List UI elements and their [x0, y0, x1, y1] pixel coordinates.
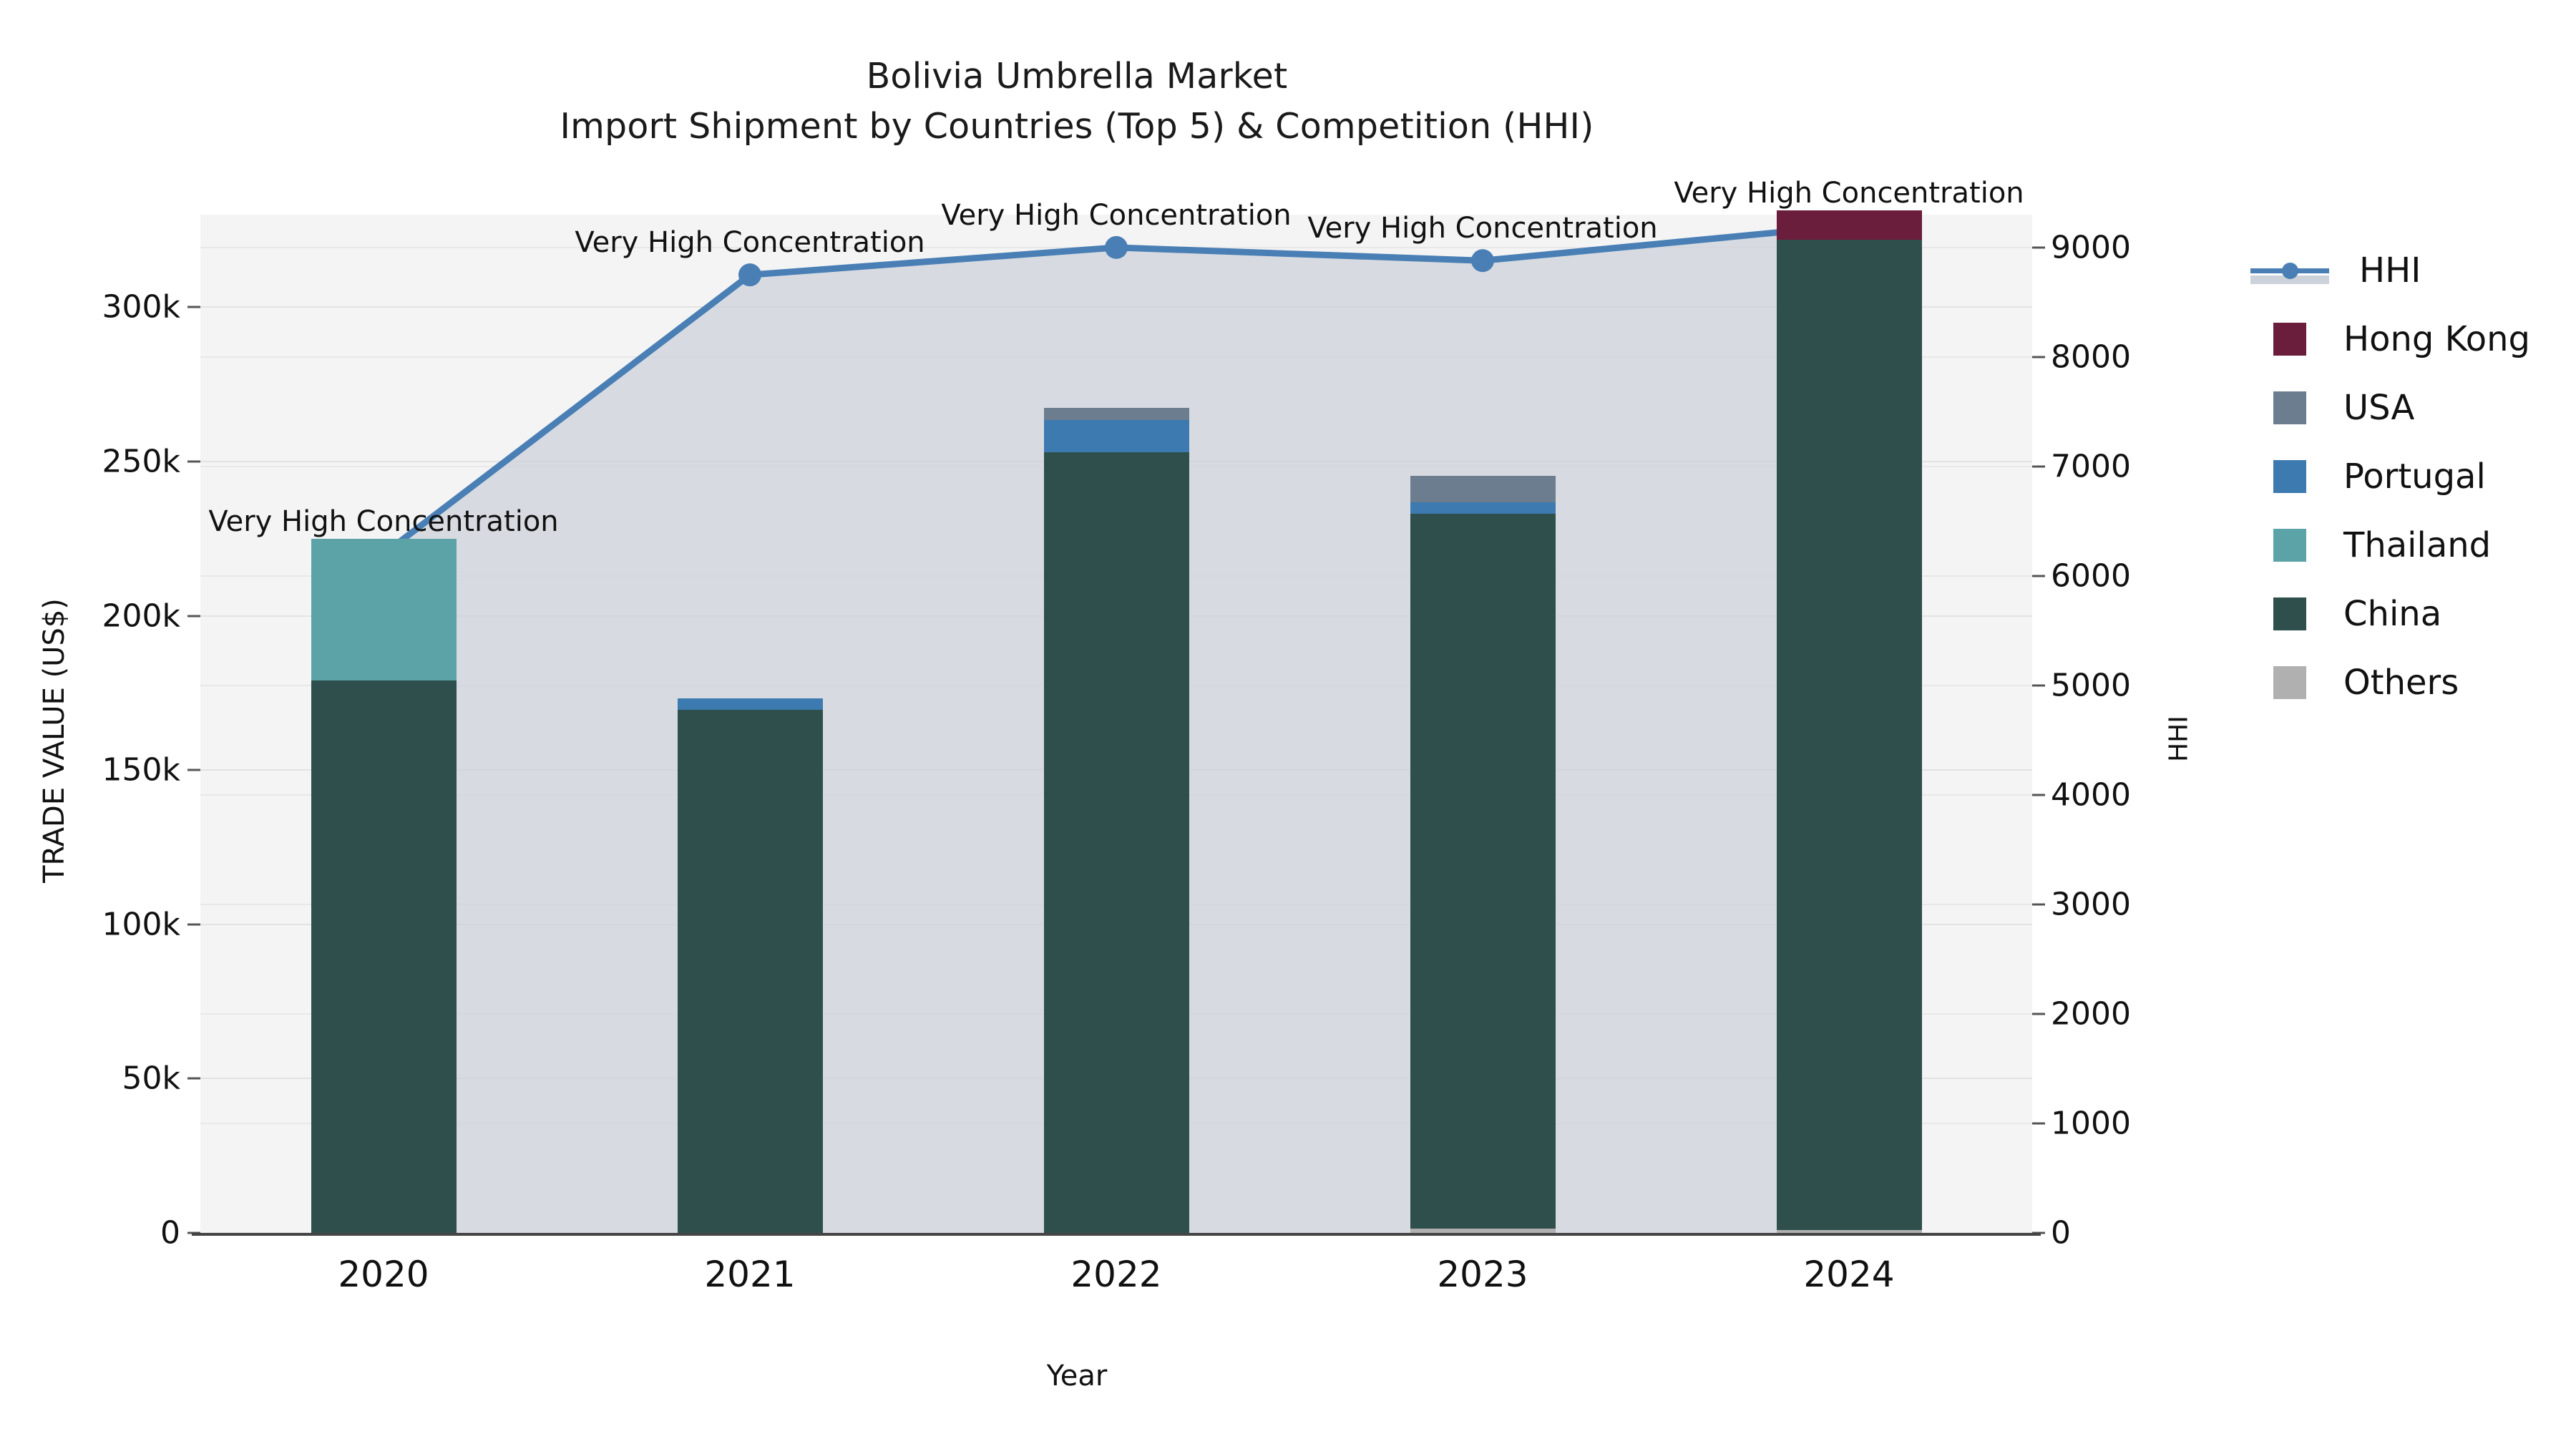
- y-axis-right-tick-label: 3000: [2051, 886, 2131, 923]
- bar-segment-hong-kong[interactable]: [1776, 210, 1922, 240]
- bar-segment-others[interactable]: [1410, 1228, 1556, 1233]
- y-axis-left-tick-label: 50k: [122, 1060, 180, 1097]
- bar-group[interactable]: [677, 215, 823, 1233]
- bar-segment-usa[interactable]: [1410, 476, 1556, 502]
- bar-segment-china[interactable]: [1776, 239, 1922, 1230]
- y-axis-right-tickmark: [2032, 1122, 2045, 1125]
- legend-color-swatch: [2273, 597, 2306, 630]
- legend-marker-dot: [2282, 263, 2298, 279]
- chart-legend: HHI Hong Kong USA Portugal Thailand China Othe…: [2250, 236, 2530, 717]
- x-axis-tick-label: 2021: [704, 1254, 796, 1295]
- plot-area: [200, 210, 2032, 1234]
- legend-label: USA: [2343, 388, 2415, 428]
- bar-segment-others[interactable]: [1776, 1229, 1922, 1233]
- y-axis-left-tick-label: 100k: [102, 906, 180, 943]
- chart-title-main: Bolivia Umbrella Market: [866, 56, 1288, 97]
- bar-segment-portugal[interactable]: [1043, 419, 1189, 453]
- y-axis-left-tick-label: 0: [160, 1214, 180, 1252]
- y-axis-right-tickmark: [2032, 356, 2045, 358]
- bar-segment-portugal[interactable]: [677, 698, 823, 711]
- legend-label: Others: [2343, 663, 2459, 703]
- y-axis-right-tickmark: [2032, 575, 2045, 577]
- bar-group[interactable]: [1043, 215, 1189, 1233]
- bar-group[interactable]: [1410, 215, 1556, 1233]
- y-axis-left-tickmark: [187, 615, 200, 618]
- bar-segment-china[interactable]: [1043, 452, 1189, 1233]
- x-axis-line: [192, 1233, 2041, 1236]
- legend-color-swatch: [2273, 391, 2306, 424]
- y-axis-left-title: TRADE VALUE (US$): [38, 598, 71, 883]
- x-axis-title: Year: [1046, 1360, 1108, 1392]
- y-axis-right-tick-label: 6000: [2051, 557, 2131, 595]
- legend-item-usa[interactable]: USA: [2250, 374, 2530, 442]
- bar-group[interactable]: [311, 215, 457, 1233]
- hhi-marker[interactable]: [1471, 249, 1494, 273]
- y-axis-right-tickmark: [2032, 684, 2045, 687]
- legend-item-others[interactable]: Others: [2250, 648, 2530, 717]
- y-axis-left-tickmark: [187, 460, 200, 463]
- legend-item-hhi[interactable]: HHI: [2250, 236, 2530, 305]
- legend-item-thailand[interactable]: Thailand: [2250, 511, 2530, 580]
- x-axis-tick-label: 2020: [338, 1254, 429, 1295]
- hhi-annotation: Very High Concentration: [208, 505, 559, 539]
- y-axis-right-tick-label: 9000: [2051, 229, 2131, 266]
- hhi-annotation: Very High Concentration: [1307, 212, 1658, 245]
- legend-item-hong-kong[interactable]: Hong Kong: [2250, 305, 2530, 374]
- chart-title: Bolivia Umbrella Market Import Shipment …: [0, 56, 2154, 147]
- bar-segment-usa[interactable]: [1043, 407, 1189, 420]
- bar-segment-thailand[interactable]: [311, 538, 457, 681]
- y-axis-right-tick-label: 5000: [2051, 667, 2131, 704]
- hhi-annotation: Very High Concentration: [575, 226, 925, 260]
- legend-color-swatch: [2273, 666, 2306, 699]
- bar-segment-china[interactable]: [311, 680, 457, 1233]
- y-axis-right-tickmark: [2032, 1013, 2045, 1015]
- hhi-marker[interactable]: [738, 263, 761, 287]
- legend-item-portugal[interactable]: Portugal: [2250, 442, 2530, 511]
- legend-label: Hong Kong: [2343, 319, 2530, 359]
- y-axis-right-tickmark: [2032, 794, 2045, 796]
- legend-label: Thailand: [2343, 525, 2492, 565]
- hhi-marker[interactable]: [1105, 235, 1128, 259]
- y-axis-left-tickmark: [187, 306, 200, 308]
- x-axis-tick-label: 2024: [1803, 1254, 1895, 1295]
- y-axis-right-tickmark: [2032, 246, 2045, 249]
- hhi-annotation: Very High Concentration: [1674, 177, 2024, 210]
- y-axis-left-tickmark: [187, 769, 200, 771]
- y-axis-right-tick-label: 4000: [2051, 776, 2131, 814]
- y-axis-right-tick-label: 8000: [2051, 338, 2131, 376]
- y-axis-right-title: HHI: [2164, 716, 2194, 762]
- legend-color-swatch: [2273, 529, 2306, 562]
- legend-color-swatch: [2273, 323, 2306, 356]
- y-axis-right-tickmark: [2032, 465, 2045, 468]
- y-axis-left-tickmark: [187, 1077, 200, 1080]
- legend-color-swatch: [2273, 460, 2306, 493]
- bar-segment-portugal[interactable]: [1410, 502, 1556, 514]
- bar-group[interactable]: [1776, 210, 1922, 1233]
- hhi-annotation: Very High Concentration: [941, 198, 1292, 232]
- legend-line-icon: [2250, 254, 2329, 287]
- x-axis-tick-label: 2023: [1437, 1254, 1528, 1295]
- y-axis-left-tick-label: 250k: [102, 443, 180, 480]
- legend-label: HHI: [2359, 250, 2421, 291]
- y-axis-left-tick-label: 150k: [102, 751, 180, 789]
- y-axis-right-tick-label: 7000: [2051, 448, 2131, 485]
- legend-area-swatch: [2250, 275, 2329, 284]
- y-axis-right-tick-label: 0: [2051, 1214, 2071, 1252]
- y-axis-left-tick-label: 200k: [102, 597, 180, 635]
- legend-label: Portugal: [2343, 457, 2486, 497]
- y-axis-right-tickmark: [2032, 903, 2045, 906]
- y-axis-left-tickmark: [187, 923, 200, 926]
- x-axis-tick-label: 2022: [1070, 1254, 1162, 1295]
- bar-segment-china[interactable]: [1410, 514, 1556, 1229]
- bar-segment-china[interactable]: [677, 710, 823, 1233]
- legend-item-china[interactable]: China: [2250, 580, 2530, 648]
- y-axis-left-tick-label: 300k: [102, 288, 180, 326]
- y-axis-right-tick-label: 2000: [2051, 995, 2131, 1033]
- y-axis-right-tick-label: 1000: [2051, 1105, 2131, 1142]
- chart-subtitle: Import Shipment by Countries (Top 5) & C…: [560, 105, 1594, 147]
- legend-label: China: [2343, 594, 2442, 634]
